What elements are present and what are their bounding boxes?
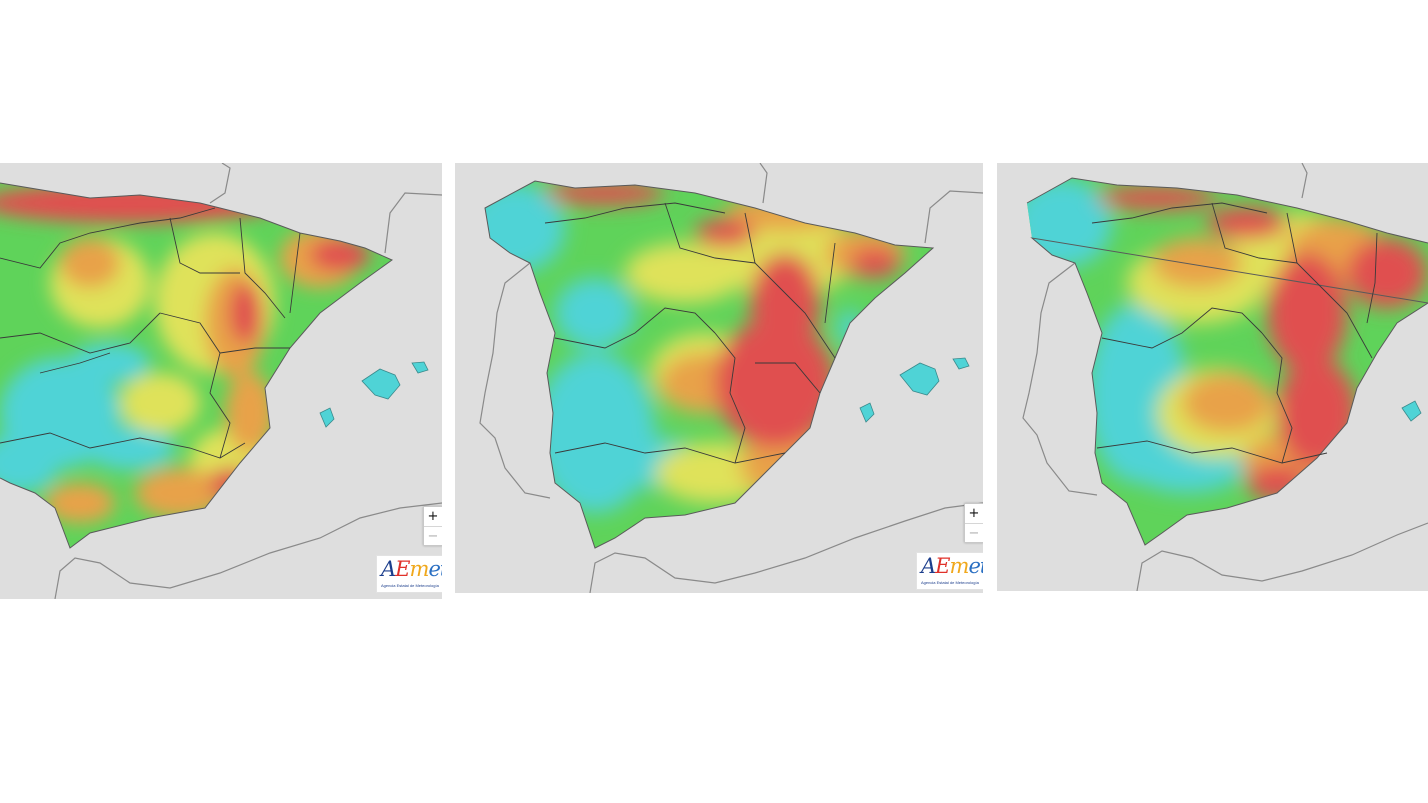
coast-africa: [589, 502, 983, 593]
map-canvas-2: [479, 163, 983, 593]
zoom-out-button[interactable]: −: [965, 523, 983, 542]
zoom-control: + −: [964, 503, 983, 543]
coast-peninsula: [1026, 177, 1428, 546]
map-canvas-1: [0, 163, 442, 599]
balearic-islands: [859, 357, 970, 423]
logo-wordmark: AEmet: [381, 557, 442, 581]
aemet-logo: AEmet Agencia Estatal de Meteorología: [376, 555, 442, 593]
coast-africa: [54, 502, 442, 599]
coast-portugal: [479, 262, 551, 499]
coast-africa: [1136, 522, 1428, 591]
logo-wordmark: AEmet: [921, 554, 983, 578]
logo-tagline: Agencia Estatal de Meteorología: [381, 583, 439, 588]
balearic-islands: [319, 361, 429, 428]
region-borders: [0, 207, 301, 459]
forecast-map-1[interactable]: + − AEmet Agencia Estatal de Meteorologí…: [0, 163, 442, 599]
coast-peninsula: [0, 182, 393, 549]
zoom-control: + −: [423, 506, 442, 546]
coast-france: [209, 163, 231, 204]
coast-france-east: [924, 190, 983, 244]
coast-peninsula: [484, 180, 935, 549]
region-borders: [544, 202, 836, 464]
logo-tagline: Agencia Estatal de Meteorología: [921, 580, 979, 585]
coast-france: [759, 163, 768, 204]
coast-portugal: [1022, 262, 1098, 496]
coast-france: [1301, 163, 1308, 199]
coast-france-east: [384, 192, 442, 254]
zoom-out-button[interactable]: −: [424, 526, 442, 545]
map-canvas-3: [1022, 163, 1428, 591]
zoom-in-button[interactable]: +: [965, 504, 983, 523]
forecast-map-3[interactable]: [997, 163, 1428, 591]
aemet-logo: AEmet Agencia Estatal de Meteorología: [916, 552, 983, 590]
region-borders: [1091, 202, 1378, 464]
balearic-islands: [1401, 400, 1422, 422]
forecast-map-2[interactable]: + − AEmet Agencia Estatal de Meteorologí…: [455, 163, 983, 593]
zoom-in-button[interactable]: +: [424, 507, 442, 526]
